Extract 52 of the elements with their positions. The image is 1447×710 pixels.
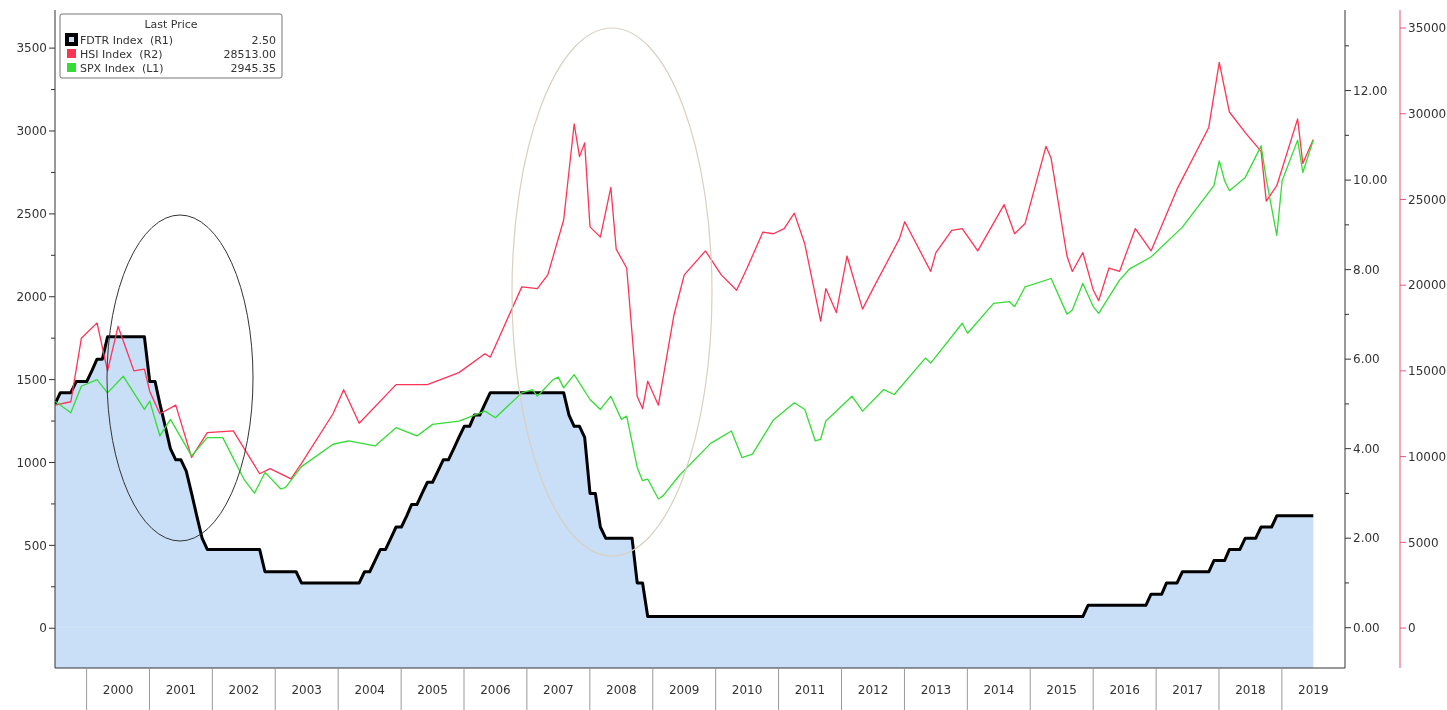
- x-tick-label: 2004: [354, 683, 385, 697]
- x-tick-label: 2003: [291, 683, 322, 697]
- legend-label: HSI Index (R2): [80, 48, 163, 61]
- y-tick-label: 1500: [16, 372, 47, 387]
- x-tick-label: 2011: [794, 683, 826, 697]
- y3-tick-label: 0: [1408, 621, 1416, 636]
- y2-tick-label: 12.00: [1353, 83, 1388, 98]
- x-tick-label: 2019: [1298, 683, 1329, 697]
- x-tick-label: 2008: [606, 683, 637, 697]
- x-tick-label: 2017: [1172, 683, 1203, 697]
- y3-tick-label: 5000: [1408, 535, 1439, 550]
- x-tick-label: 2016: [1109, 683, 1140, 697]
- y3-tick-label: 10000: [1408, 449, 1447, 464]
- line-series: [55, 61, 1314, 480]
- y-tick-label: 0: [39, 621, 47, 636]
- legend-label: SPX Index (L1): [80, 62, 164, 75]
- x-tick-label: 2005: [417, 683, 448, 697]
- y2-tick-label: 8.00: [1353, 262, 1380, 277]
- x-tick-label: 2012: [857, 683, 889, 697]
- annotation: 28513.00: [223, 48, 276, 61]
- y3-tick-label: 20000: [1408, 278, 1447, 293]
- x-tick-label: 2001: [165, 683, 197, 697]
- legend-title: Last Price: [144, 18, 198, 31]
- y3-tick-label: 30000: [1408, 106, 1447, 121]
- x-tick-label: 2002: [228, 683, 260, 697]
- annotation: 2945.35: [230, 62, 276, 75]
- x-tick-label: 2010: [731, 683, 763, 697]
- annotation: 2.50: [251, 34, 276, 47]
- x-tick-label: 2015: [1046, 683, 1077, 697]
- y-tick-label: 500: [24, 538, 47, 553]
- line-series: [55, 139, 1314, 500]
- x-tick-label: 2007: [543, 683, 574, 697]
- x-tick-label: 2013: [920, 683, 952, 697]
- y3-tick-label: 15000: [1408, 364, 1447, 379]
- y2-tick-label: 2.00: [1353, 531, 1380, 546]
- x-tick-label: 2009: [668, 683, 700, 697]
- x-tick-label: 2018: [1235, 683, 1266, 697]
- y-tick-label: 2000: [16, 289, 47, 304]
- y2-tick-label: 0.00: [1353, 620, 1380, 635]
- x-tick-label: 2000: [102, 683, 134, 697]
- y-tick-label: 2500: [16, 207, 47, 222]
- y2-tick-label: 10.00: [1353, 173, 1388, 188]
- x-tick-label: 2014: [983, 683, 1015, 697]
- y-tick-label: 1000: [16, 455, 47, 470]
- y2-tick-label: 6.00: [1353, 352, 1380, 367]
- legend-label: FDTR Index (R1): [80, 34, 174, 47]
- x-tick-label: 2006: [480, 683, 511, 697]
- y2-tick-label: 4.00: [1353, 441, 1380, 456]
- y-tick-label: 3500: [16, 41, 47, 56]
- y3-tick-label: 35000: [1408, 21, 1447, 36]
- y-tick-label: 3000: [16, 124, 47, 139]
- y3-tick-label: 25000: [1408, 192, 1447, 207]
